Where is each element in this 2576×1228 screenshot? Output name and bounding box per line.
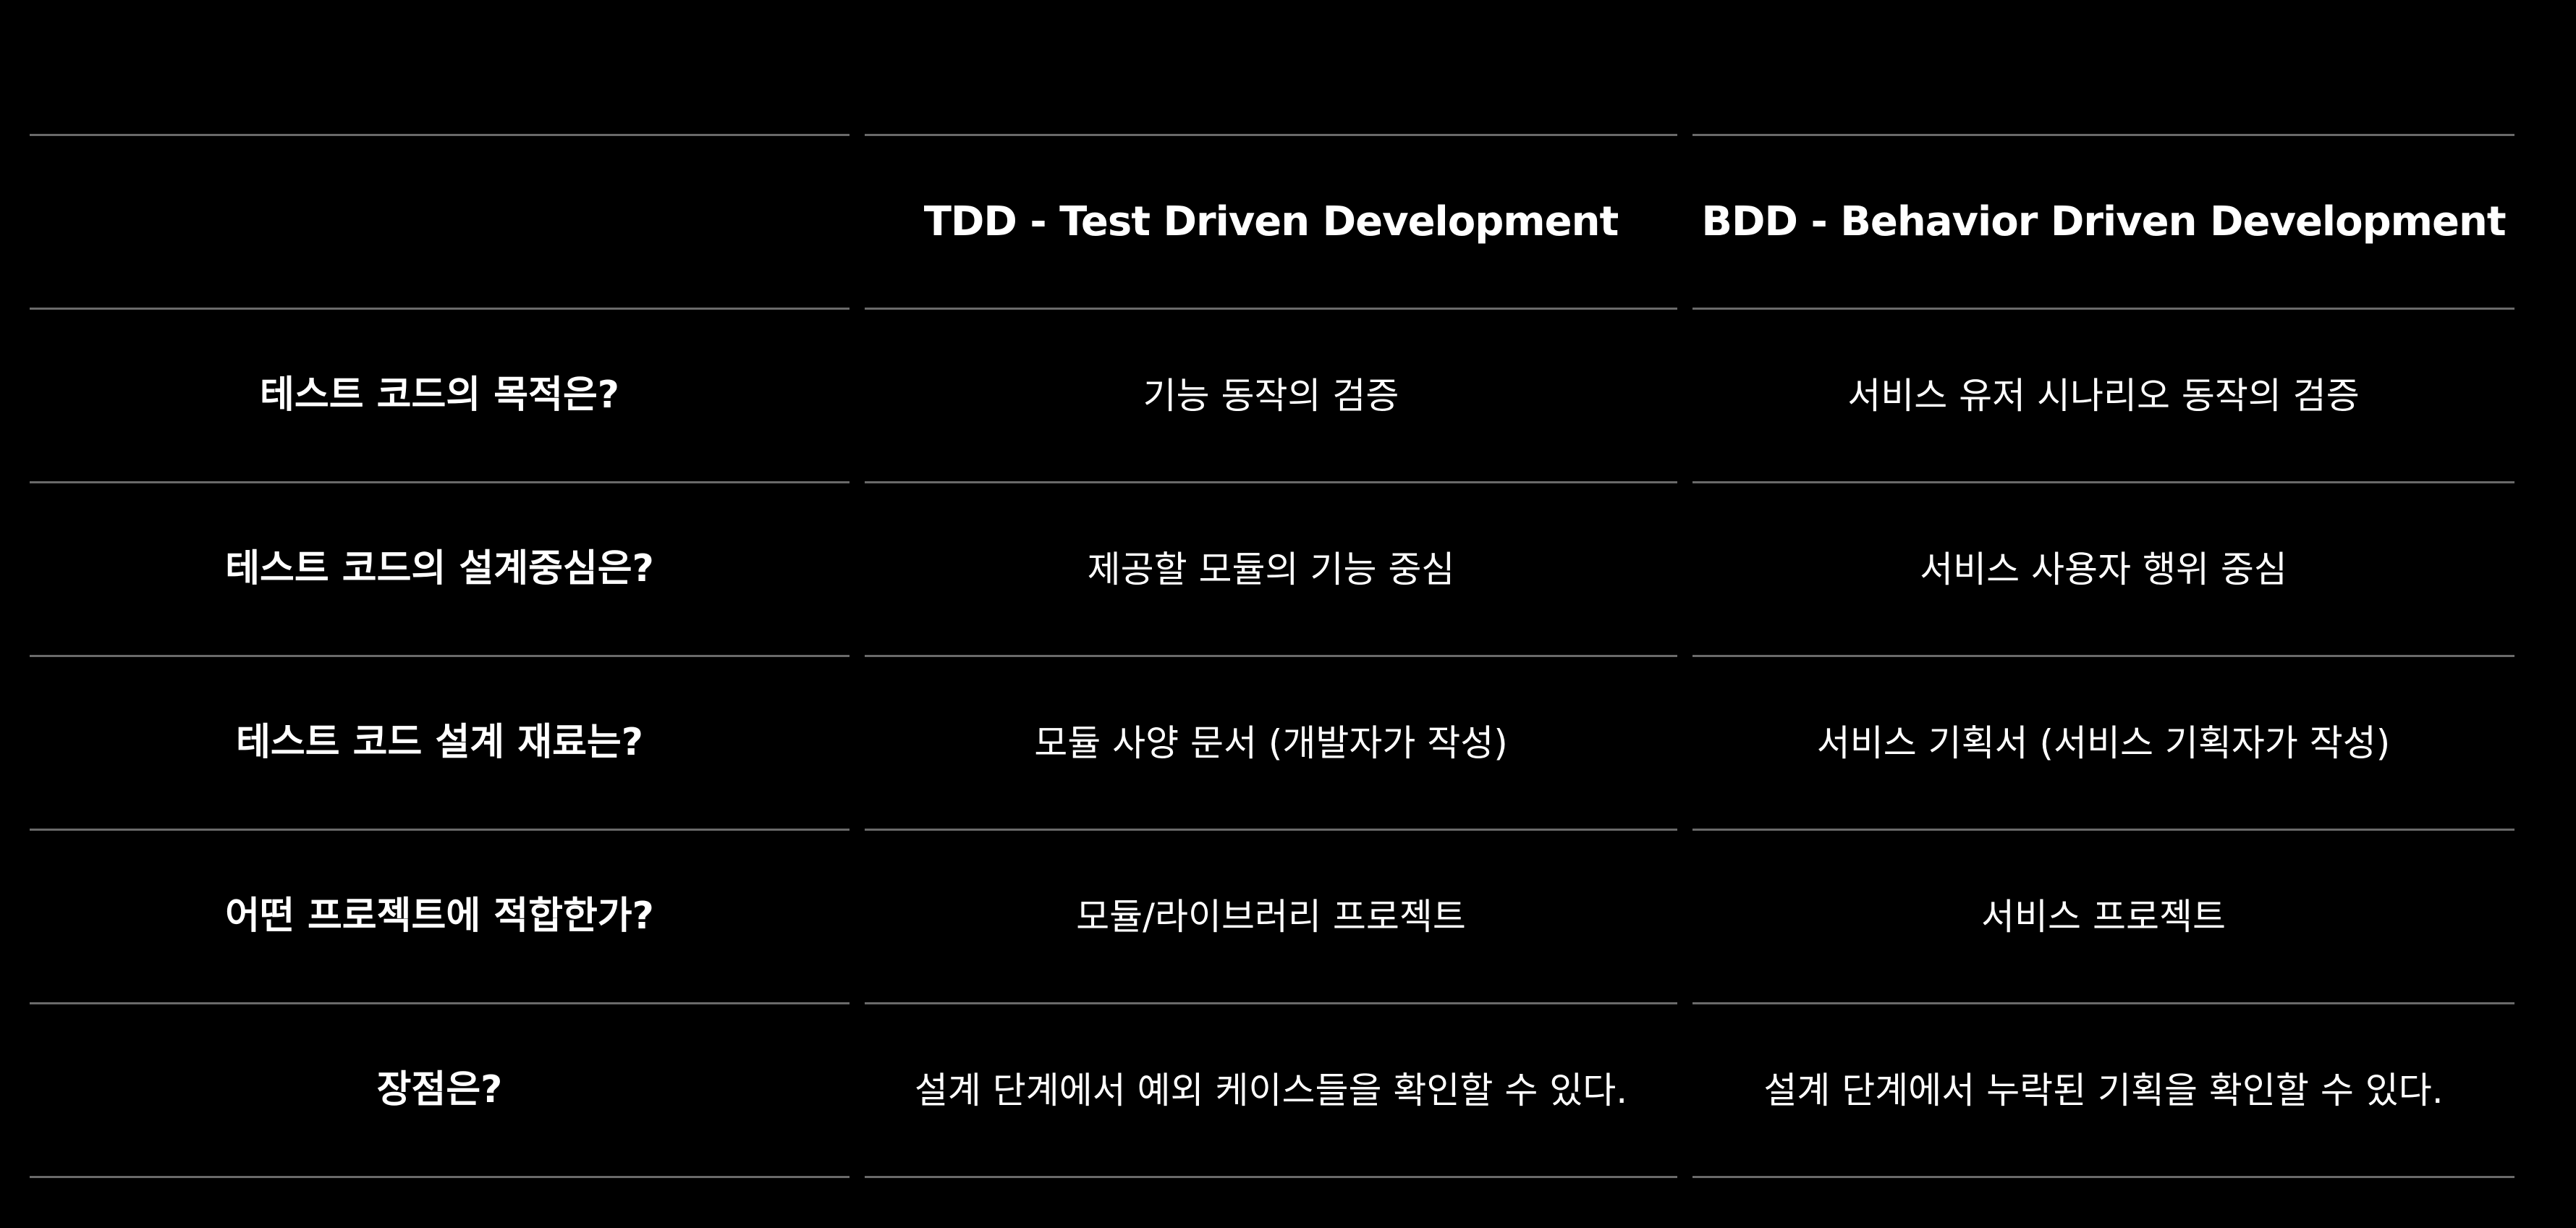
tdd-cell-text: 모듈/라이브러리 프로젝트 (1076, 895, 1466, 938)
bdd-cell-text: 서비스 유저 시나리오 동작의 검증 (1847, 374, 2360, 417)
tdd-header-text: TDD - Test Driven Development (923, 198, 1619, 245)
tdd-cell-purpose: 기능 동작의 검증 (865, 308, 1677, 481)
table-bottom-divider (1692, 1176, 2514, 1178)
tdd-cell-text: 모듈 사양 문서 (개발자가 작성) (1034, 721, 1508, 764)
bdd-cell-text: 서비스 프로젝트 (1981, 895, 2226, 938)
tdd-cell-text: 제공할 모듈의 기능 중심 (1087, 548, 1455, 590)
tdd-cell-design-material: 모듈 사양 문서 (개발자가 작성) (865, 655, 1677, 829)
row-label-design-focus: 테스트 코드의 설계중심은? (30, 481, 850, 655)
row-label-text: 장점은? (376, 1068, 503, 1112)
bdd-cell-text: 서비스 기획서 (서비스 기획자가 작성) (1816, 721, 2391, 764)
bdd-cell-design-focus: 서비스 사용자 행위 중심 (1692, 481, 2514, 655)
bdd-cell-suitable-project: 서비스 프로젝트 (1692, 829, 2514, 1002)
bdd-header-cell: BDD - Behavior Driven Development (1692, 134, 2514, 308)
row-label-design-material: 테스트 코드 설계 재료는? (30, 655, 850, 829)
row-label-purpose: 테스트 코드의 목적은? (30, 308, 850, 481)
header-empty-cell (30, 134, 850, 308)
bdd-cell-design-material: 서비스 기획서 (서비스 기획자가 작성) (1692, 655, 2514, 829)
tdd-cell-suitable-project: 모듈/라이브러리 프로젝트 (865, 829, 1677, 1002)
bdd-header-text: BDD - Behavior Driven Development (1701, 198, 2506, 245)
tdd-cell-text: 기능 동작의 검증 (1143, 374, 1399, 417)
table-bottom-divider (865, 1176, 1677, 1178)
row-label-text: 테스트 코드의 설계중심은? (225, 547, 654, 591)
table-bottom-divider (30, 1176, 850, 1178)
bdd-cell-advantage: 설계 단계에서 누락된 기획을 확인할 수 있다. (1692, 1002, 2514, 1176)
tdd-cell-design-focus: 제공할 모듈의 기능 중심 (865, 481, 1677, 655)
tdd-cell-text: 설계 단계에서 예외 케이스들을 확인할 수 있다. (914, 1069, 1628, 1111)
bdd-cell-purpose: 서비스 유저 시나리오 동작의 검증 (1692, 308, 2514, 481)
row-label-suitable-project: 어떤 프로젝트에 적합한가? (30, 829, 850, 1002)
row-label-text: 어떤 프로젝트에 적합한가? (225, 894, 654, 939)
tdd-header-cell: TDD - Test Driven Development (865, 134, 1677, 308)
row-label-text: 테스트 코드 설계 재료는? (236, 721, 643, 765)
row-label-text: 테스트 코드의 목적은? (260, 373, 619, 418)
row-label-advantage: 장점은? (30, 1002, 850, 1176)
bdd-cell-text: 설계 단계에서 누락된 기획을 확인할 수 있다. (1763, 1069, 2444, 1111)
tdd-cell-advantage: 설계 단계에서 예외 케이스들을 확인할 수 있다. (865, 1002, 1677, 1176)
bdd-cell-text: 서비스 사용자 행위 중심 (1920, 548, 2287, 590)
